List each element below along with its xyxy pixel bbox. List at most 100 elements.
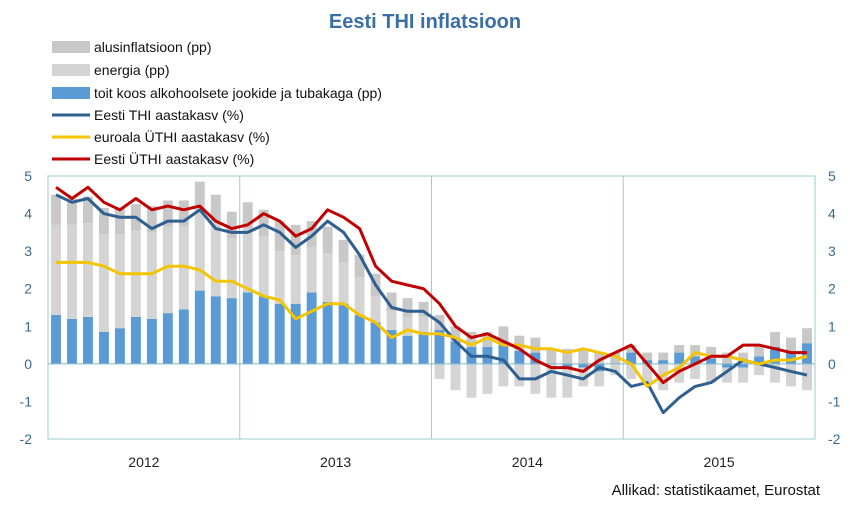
legend: alusinflatsioon (pp) energia (pp) toit k… <box>52 39 382 167</box>
bar <box>786 363 796 387</box>
legend-item-alusinflatsioon: alusinflatsioon (pp) <box>52 39 212 55</box>
bar <box>722 352 733 364</box>
bar <box>178 309 189 364</box>
bar <box>674 363 685 383</box>
bar <box>290 303 301 364</box>
bar <box>450 341 461 364</box>
legend-label-eesti-uthi: Eesti ÜTHI aastakasv (%) <box>94 150 254 167</box>
bar <box>498 326 509 342</box>
bar <box>722 367 733 383</box>
bar <box>322 226 333 254</box>
legend-label-toit: toit koos alkohoolsete jookide ja tubaka… <box>94 85 382 101</box>
y-tick-left: 1 <box>24 318 32 334</box>
bar <box>146 232 157 319</box>
bar <box>146 318 157 364</box>
bar <box>674 345 685 353</box>
bar <box>146 206 157 233</box>
y-tick-left: 4 <box>24 206 32 222</box>
bar <box>402 316 413 336</box>
bar <box>706 346 717 359</box>
bar <box>402 335 413 364</box>
bar <box>642 363 653 383</box>
bar <box>130 316 141 364</box>
bar <box>786 337 796 353</box>
bar <box>210 194 221 222</box>
bar <box>306 292 317 364</box>
plot-area: -2 -2 -1 -1 0 0 1 1 2 2 3 3 4 4 5 5 2012 2013 2014 2015 <box>20 168 841 470</box>
y-tick-right: 0 <box>828 356 836 372</box>
bar <box>67 224 77 319</box>
bar <box>290 224 301 255</box>
y-tick-left: -2 <box>20 431 33 447</box>
x-tick-year: 2015 <box>704 454 735 470</box>
bar <box>770 363 781 383</box>
bar <box>274 251 285 304</box>
bar <box>386 292 397 312</box>
legend-item-euroala: euroala ÜTHI aastakasv (%) <box>52 128 270 145</box>
y-tick-right: 3 <box>828 243 836 259</box>
y-tick-right: 4 <box>828 206 836 222</box>
bar <box>546 363 557 398</box>
bar <box>450 363 461 391</box>
bar <box>530 352 541 364</box>
bar <box>594 371 605 387</box>
bar <box>162 226 173 314</box>
bar <box>802 343 812 364</box>
bar <box>162 200 173 227</box>
bar <box>690 356 701 364</box>
bar <box>114 234 125 329</box>
bar <box>322 301 333 364</box>
bar <box>658 363 669 391</box>
y-tick-right: 5 <box>828 168 836 184</box>
bar <box>338 262 349 304</box>
legend-label-alusinflatsioon: alusinflatsioon (pp) <box>94 39 212 55</box>
bar <box>690 345 701 357</box>
bar <box>258 296 269 364</box>
legend-item-energia: energia (pp) <box>52 62 170 78</box>
bar <box>770 346 781 364</box>
bar <box>722 363 733 368</box>
bar <box>418 301 429 317</box>
bar <box>51 194 61 225</box>
bar <box>562 367 573 398</box>
bar <box>770 331 781 347</box>
legend-swatch-toit <box>52 87 90 99</box>
bar <box>67 318 77 364</box>
bar <box>466 331 477 347</box>
bar <box>802 328 812 344</box>
bar <box>51 224 61 316</box>
y-tick-left: 2 <box>24 281 32 297</box>
bar <box>386 311 397 331</box>
bar <box>210 296 221 364</box>
bar <box>370 322 381 364</box>
bar <box>51 315 61 364</box>
bar <box>434 363 445 379</box>
bar <box>450 326 461 342</box>
x-tick-year: 2012 <box>128 454 159 470</box>
bar <box>402 298 413 317</box>
bar <box>194 207 205 291</box>
bar <box>626 352 637 364</box>
bar <box>194 181 205 208</box>
bar <box>98 331 109 364</box>
bar <box>338 303 349 364</box>
y-tick-left: 0 <box>24 356 32 372</box>
y-tick-right: 1 <box>828 318 836 334</box>
bar <box>82 196 93 223</box>
bar <box>242 228 253 293</box>
bar <box>354 254 365 278</box>
bar <box>754 345 765 357</box>
bar <box>242 292 253 364</box>
bar <box>370 296 381 323</box>
bar <box>578 348 589 364</box>
y-tick-right: 2 <box>828 281 836 297</box>
bar <box>466 363 477 398</box>
bar <box>738 352 749 364</box>
bar <box>274 303 285 364</box>
bar <box>562 348 573 364</box>
source-note: Allikad: statistikaamet, Eurostat <box>612 482 821 499</box>
bar <box>754 363 765 376</box>
legend-item-eesti-thi: Eesti THI aastakasv (%) <box>52 107 244 123</box>
bar <box>738 363 749 368</box>
